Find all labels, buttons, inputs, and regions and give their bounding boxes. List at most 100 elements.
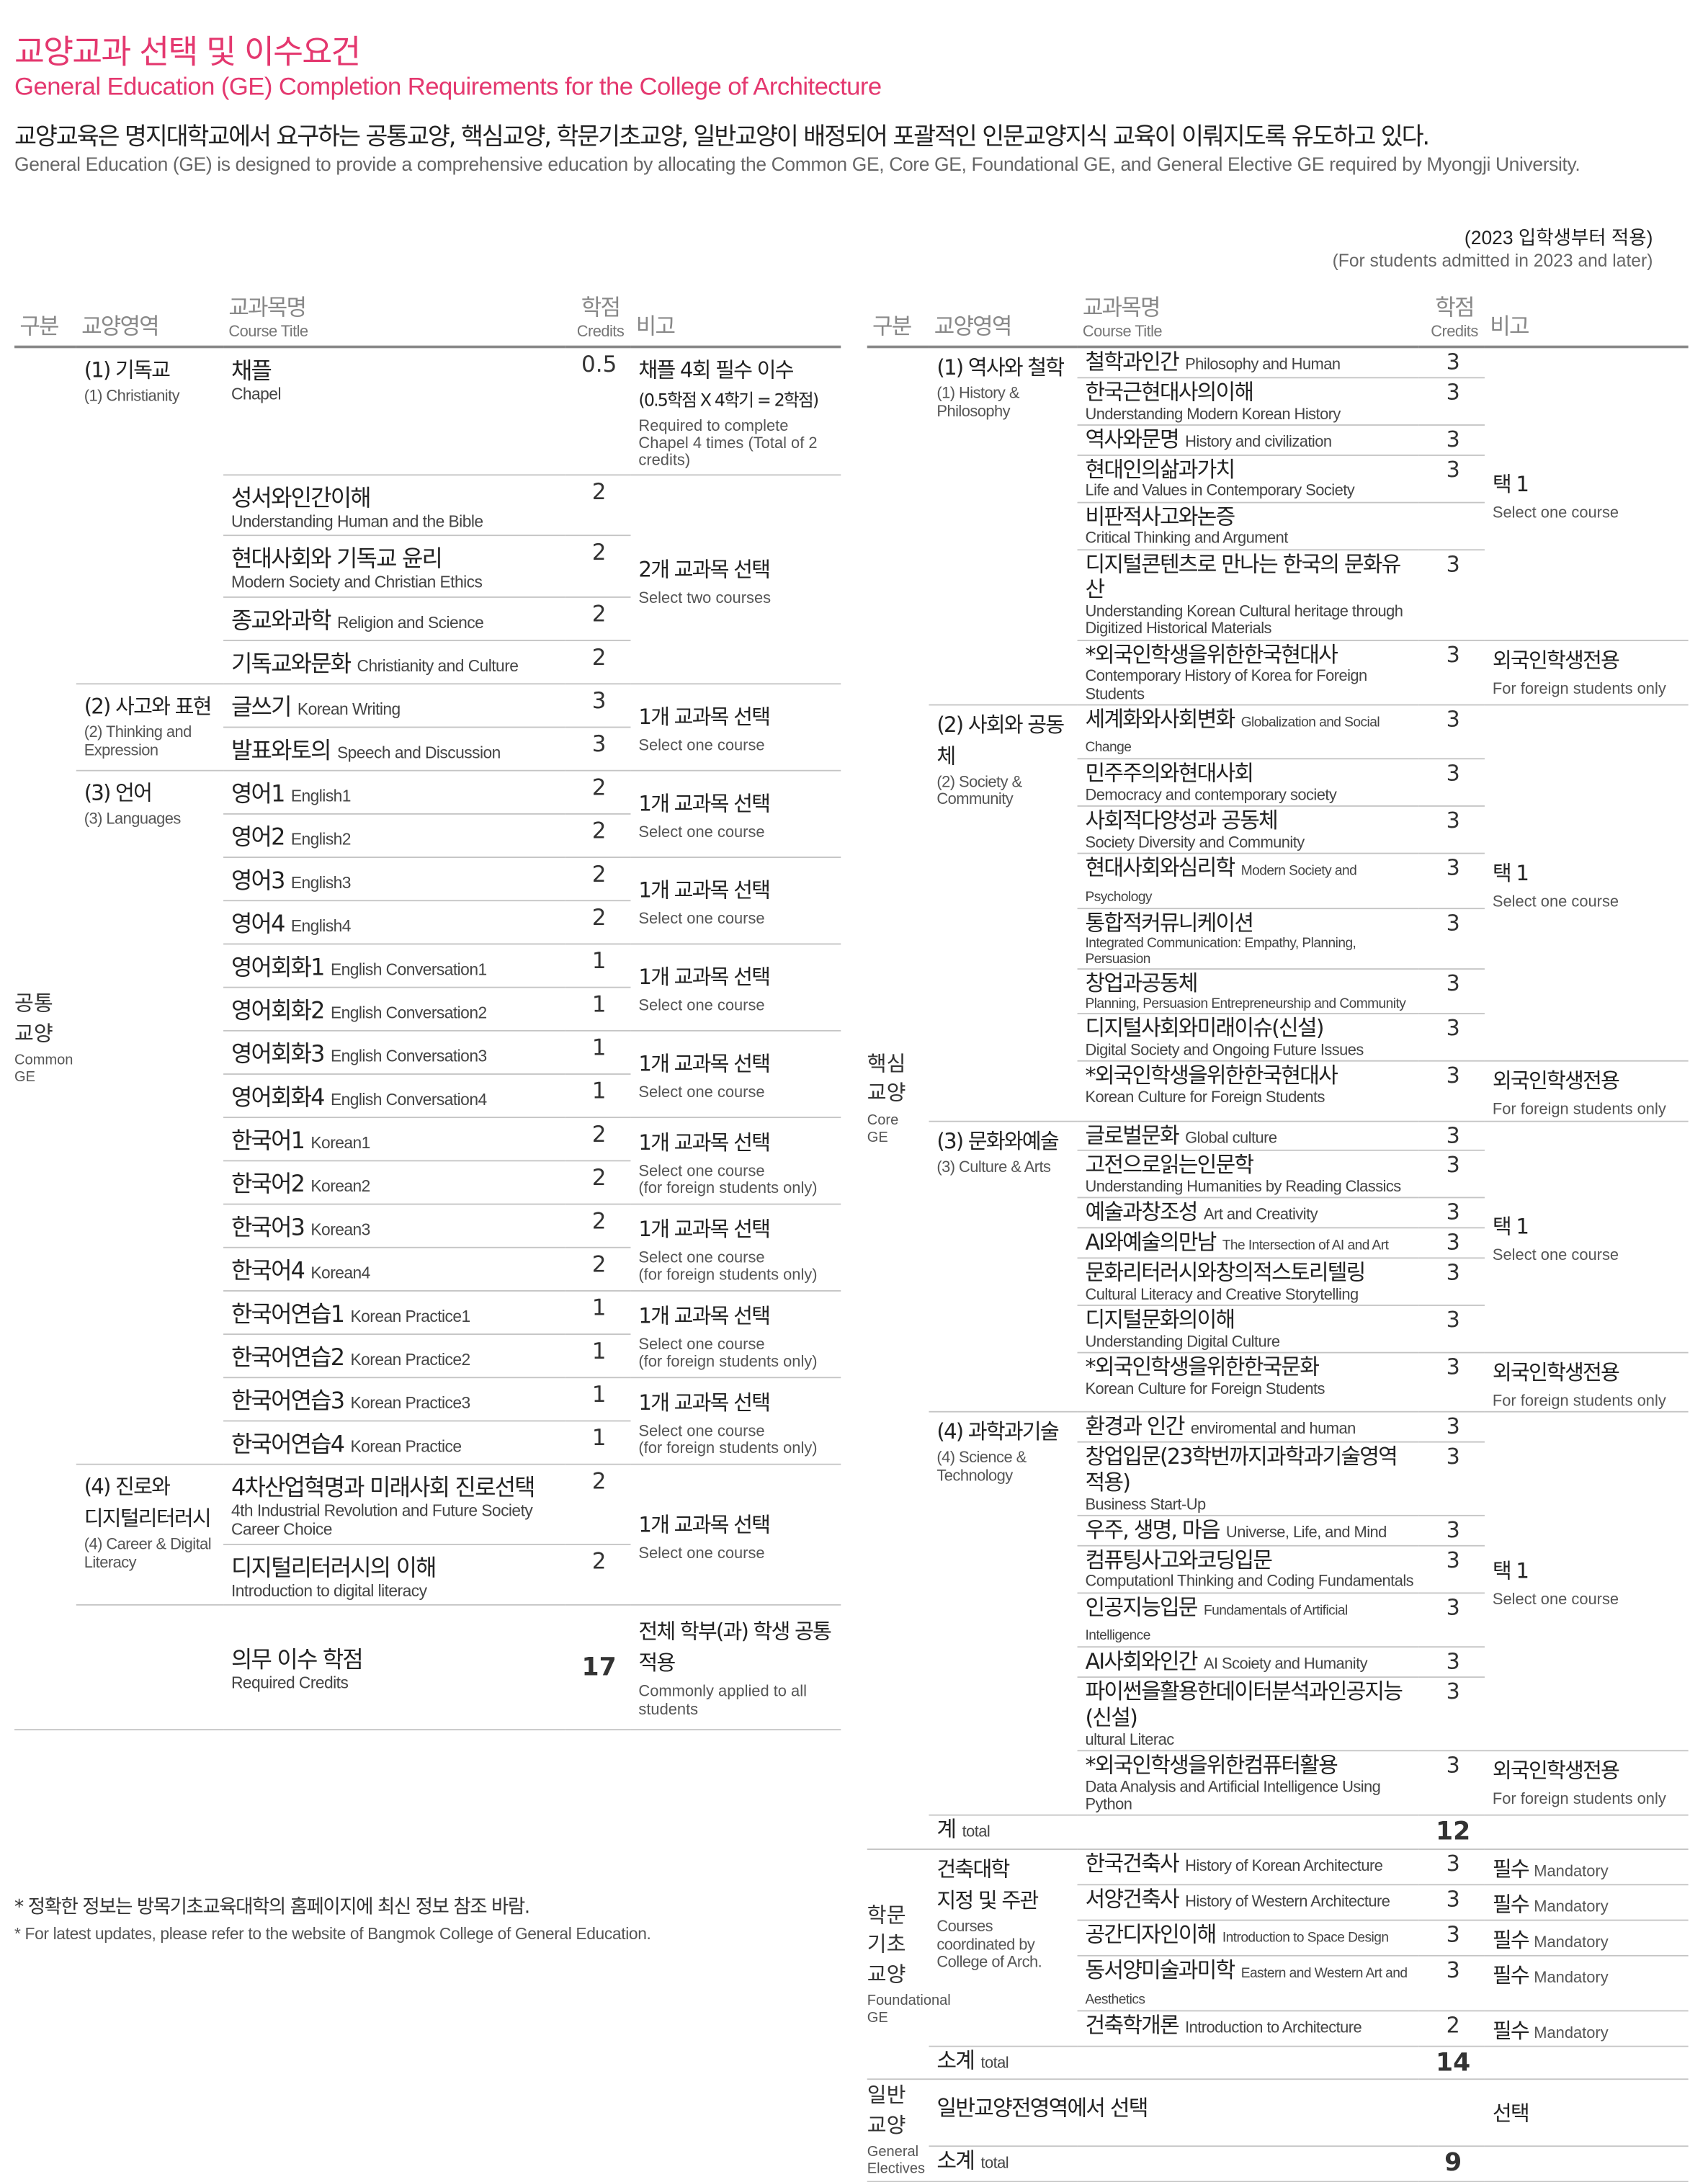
course-title: 컴퓨팅사고와코딩입문 Computationl Thinking and Codi… [1077,1544,1419,1593]
course-title: 디지털콘텐츠로 만나는 한국의 문화유산 Understanding Korean… [1077,549,1419,641]
course-credits: 3 [1418,1412,1485,1443]
course-title-en: Democracy and contemporary society [1085,786,1337,805]
course-title: 발표와토의 Speech and Discussion [223,727,565,772]
course-title-en: Understanding Human and the Bible [231,511,483,531]
section-label: 핵심 교양 Core GE [867,346,929,1850]
course-title: *외국인학생을위한한국현대사 Contemporary History of Ko… [1077,640,1419,705]
course-title: 영어회화4 English Conversation4 [223,1074,565,1119]
section-label-kr: 핵심 교양 [867,1050,906,1106]
course-title-en: Modern Society and Psychology [1085,864,1357,906]
course-title-en: Speech and Discussion [336,743,501,762]
course-title-en: English Conversation3 [330,1047,487,1066]
course-credits: 3 [1418,1677,1485,1752]
course-title: 영어2 English2 [223,813,565,859]
course-credits: 2 [565,1161,631,1205]
course-credits: 1 [565,1421,631,1465]
course-title: 세계화와사회변화 Globalization and Social Change [1077,704,1419,761]
table-row: 한국어1 Korean1 2 1개 교과목 선택 Select one course(… [14,1117,841,1205]
course-note: 외국인학생전용 For foreign students only [1484,1061,1689,1122]
table-row: 영어2 English2 2 [14,813,841,859]
note-kr: 필수 [1492,2017,1530,2043]
table-row: 건축학개론 Introduction to Architecture 2 필수 Man… [867,2010,1689,2047]
course-title-kr: 영어회화1 [231,955,325,982]
table-row: 종교와과학 Religion and Science 2 [14,597,841,642]
area-label: 건축대학 지정 및 주관 Courses coordinated by College … [929,1848,1078,2047]
course-title: 한국어2 Korean2 [223,1161,565,1205]
course-credits: 3 [1418,1014,1485,1063]
course-title: AI사회와인간 AI Scoiety and Humanity [1077,1647,1419,1678]
course-title-kr: 예술과창조성 [1085,1199,1199,1225]
course-credits: 3 [1418,1884,1485,1921]
course-credits: 3 [1418,640,1485,705]
course-title: 역사와문명 History and civilization [1077,424,1419,456]
course-title-en: Korean Practice2 [350,1351,470,1369]
course-credits: 3 [1418,1228,1485,1259]
course-title: 종교와과학 Religion and Science [223,597,565,642]
course-title-en: Korean1 [310,1134,370,1153]
table-row: *외국인학생을위한한국현대사 Contemporary History of Ko… [867,640,1689,705]
course-title-kr: 영어회화4 [231,1085,325,1112]
area-label-en: Courses coordinated by College of Arch. [936,1916,1042,1972]
course-title-en: Korean3 [310,1220,370,1240]
course-title-en: Introduction to Architecture [1185,2017,1362,2036]
course-title-kr: 종교와과학 [231,608,332,635]
course-title-kr: 한국어연습3 [231,1388,345,1416]
col-header-course-en: Course Title [1082,321,1163,341]
course-note: 필수 Mandatory [1484,1848,1689,1886]
table-row: 현대사회와 기독교 윤리 Modern Society and Christian… [14,535,841,598]
area-label-en: (4) Science & Technology [936,1448,1027,1485]
course-credits: 3 [1418,759,1485,808]
total-note-kr: 전체 학부(과) 학생 공통 적용 [638,1619,832,1676]
col-header-course: 교과목명 Course Title [1077,289,1419,349]
table-row: *외국인학생을위한한국문화 Korean Culture for Foreign … [867,1352,1689,1413]
course-credits: 2 [565,813,631,859]
course-title-kr: *외국인학생을위한컴퓨터활용 [1085,1752,1338,1778]
course-title-kr: 기독교와문화 [231,651,352,679]
note-kr: 1개 교과목 선택 [638,1216,771,1242]
course-title: 영어3 English3 [223,857,565,902]
course-note: 외국인학생전용 For foreign students only [1484,640,1689,705]
course-title-en: Korean Culture for Foreign Students [1085,1088,1325,1107]
course-title-en: AI Scoiety and Humanity [1203,1654,1368,1673]
area-label: (3) 문화와예술 (3) Culture & Arts [929,1121,1078,1413]
course-title-kr: 건축학개론 [1085,2012,1180,2038]
note-kr: 필수 [1492,1892,1530,1917]
area-label-en: (3) Languages [84,809,182,828]
course-note: 1개 교과목 선택 Select one course [630,857,841,945]
course-credits: 2 [565,1464,631,1545]
course-credits: 2 [565,535,631,598]
course-title-kr: 디지털리터러시의 이해 [231,1555,437,1582]
course-title: 영어회화2 English Conversation2 [223,987,565,1032]
course-credits: 1 [565,1074,631,1119]
course-title-en: Chapel [231,385,282,403]
note-kr: 1개 교과목 선택 [638,1512,771,1538]
note-en: Select two courses [638,588,772,607]
course-credits: 2 [565,640,631,685]
course-credits: 3 [1418,1061,1485,1122]
col-header-note: 비고 [1484,289,1689,349]
course-title-kr: 철학과인간 [1085,349,1180,375]
note-en: Select one course [638,823,765,842]
course-note: 택 1 Select one course [1484,346,1689,641]
table-row: (4) 과학과기술 (4) Science & Technology 환경과 인간 e… [867,1412,1689,1816]
total-label-en: total [962,1822,991,1841]
course-title: 기독교와문화 Christianity and Culture [223,640,565,685]
area-label-kr: 건축대학 지정 및 주관 [936,1856,1039,1913]
course-credits: 3 [1418,1198,1485,1229]
note-en: Select one course [638,909,765,929]
area-label-kr: (2) 사고와 표현 [84,694,213,719]
page-title-kr: 교양교과 선택 및 이수요건 [14,32,361,71]
table-row: 서양건축사 History of Western Architecture 3 필수… [867,1884,1689,1921]
table-row: 영어회화3 English Conversation3 1 1개 교과목 선택 Sel… [14,1030,841,1119]
area-label-en: (2) Thinking and Expression [84,723,192,759]
course-title-kr: *외국인학생을위한한국현대사 [1085,641,1338,667]
total-label-kr: 소계 [936,2148,975,2173]
section-label-en: Core GE [867,1112,899,1146]
total-note [1484,2146,1689,2182]
course-title-en: Korean Practice3 [350,1394,470,1413]
table-row: 사회적다양성과 공동체 Society Diversity and Communi… [867,806,1689,855]
area-label-kr: (2) 사회와 공동체 [936,711,1065,769]
course-note: 필수 Mandatory [1484,1920,1689,1957]
elective-note: 선택 [1484,2080,1689,2147]
course-credits: 2 [565,1544,631,1606]
